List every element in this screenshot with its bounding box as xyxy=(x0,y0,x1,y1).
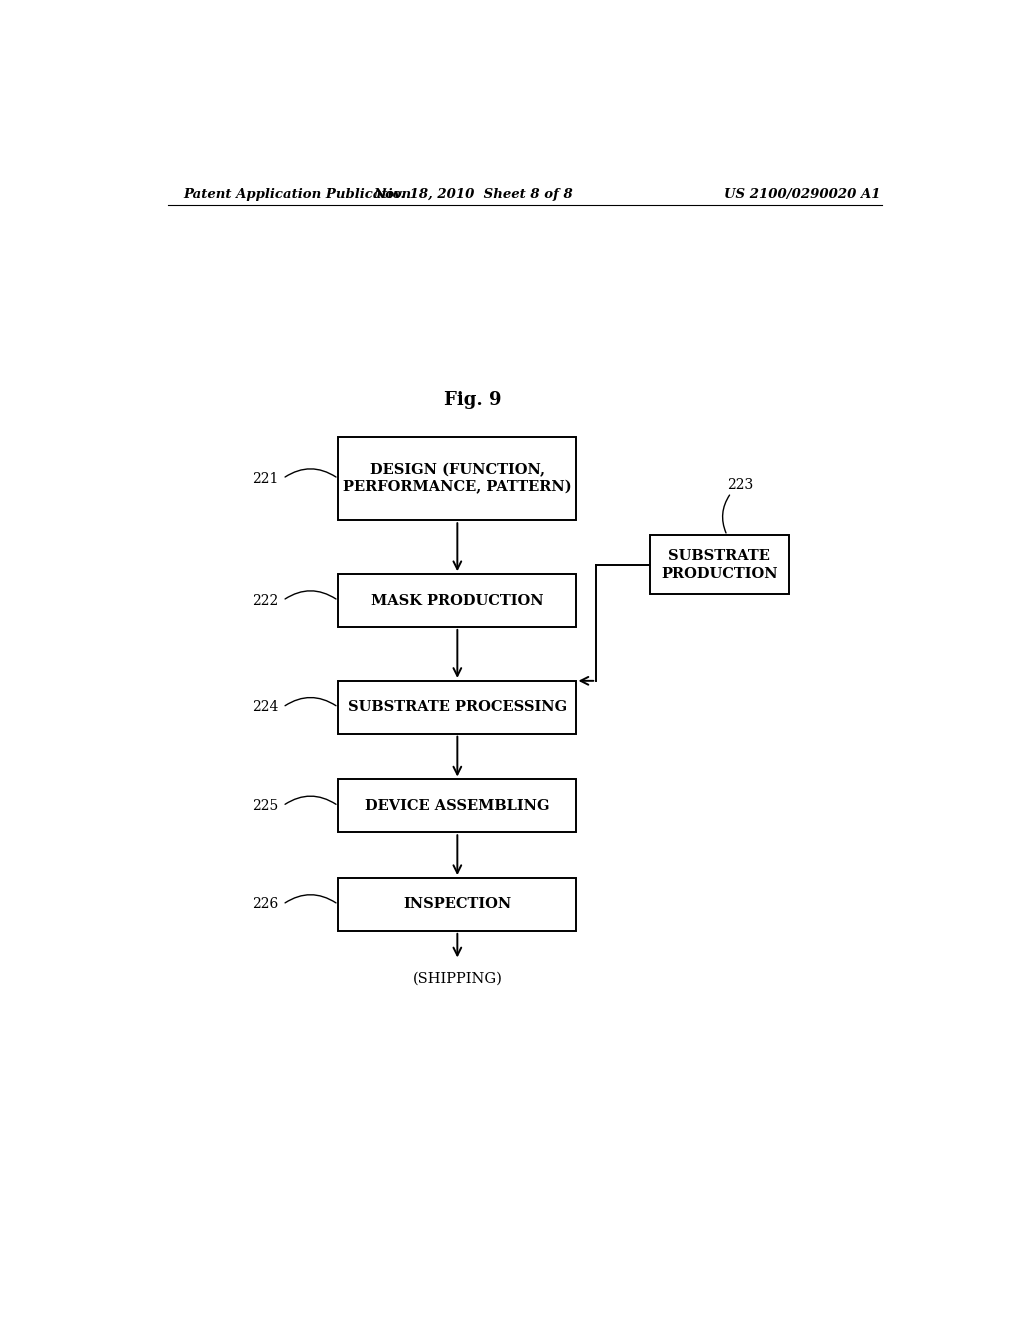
Text: DEVICE ASSEMBLING: DEVICE ASSEMBLING xyxy=(366,799,550,813)
Text: 225: 225 xyxy=(253,799,279,813)
Text: Nov. 18, 2010  Sheet 8 of 8: Nov. 18, 2010 Sheet 8 of 8 xyxy=(374,189,573,202)
Text: 224: 224 xyxy=(252,700,279,714)
Text: 222: 222 xyxy=(253,594,279,607)
Text: MASK PRODUCTION: MASK PRODUCTION xyxy=(371,594,544,607)
Text: INSPECTION: INSPECTION xyxy=(403,898,511,911)
Text: SUBSTRATE
PRODUCTION: SUBSTRATE PRODUCTION xyxy=(660,549,777,581)
Text: 226: 226 xyxy=(253,898,279,911)
Text: (SHIPPING): (SHIPPING) xyxy=(413,972,503,986)
Bar xyxy=(338,574,577,627)
Text: DESIGN (FUNCTION,
PERFORMANCE, PATTERN): DESIGN (FUNCTION, PERFORMANCE, PATTERN) xyxy=(343,463,571,495)
Text: US 2100/0290020 A1: US 2100/0290020 A1 xyxy=(724,189,881,202)
Bar xyxy=(338,681,577,734)
Bar xyxy=(338,779,577,833)
Bar xyxy=(338,878,577,931)
Bar xyxy=(650,536,788,594)
Bar xyxy=(338,437,577,520)
Text: SUBSTRATE PROCESSING: SUBSTRATE PROCESSING xyxy=(348,700,567,714)
Text: Fig. 9: Fig. 9 xyxy=(444,391,502,409)
Text: 223: 223 xyxy=(727,478,754,491)
Text: 221: 221 xyxy=(252,471,279,486)
Text: Patent Application Publication: Patent Application Publication xyxy=(183,189,412,202)
